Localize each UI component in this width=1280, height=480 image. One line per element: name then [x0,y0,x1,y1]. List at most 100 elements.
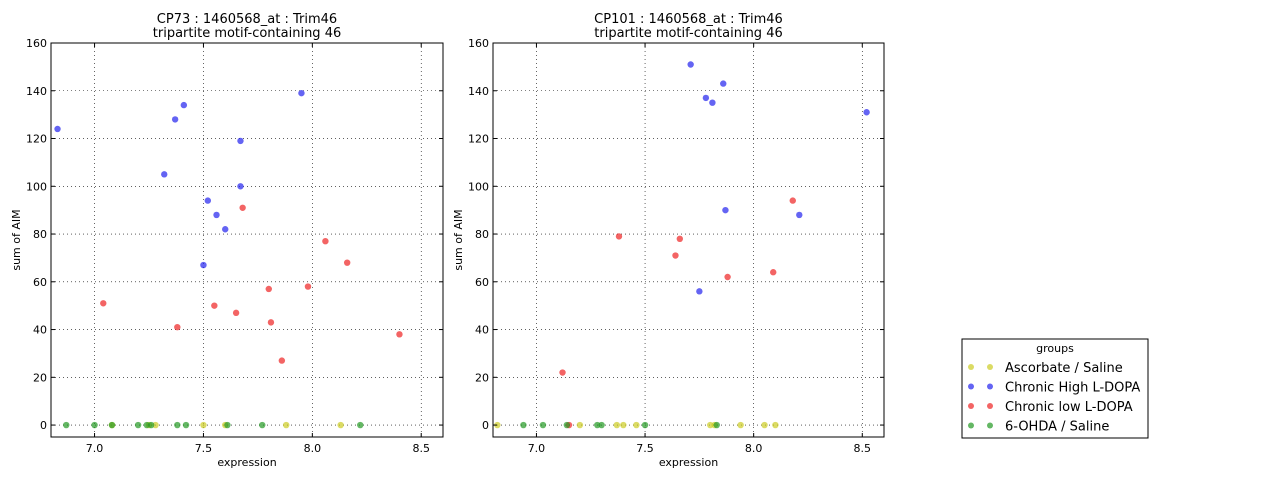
data-point [772,421,779,429]
legend-entry: 6-OHDA / Saline [968,420,1109,435]
data-point [259,421,266,429]
legend-entries: Ascorbate / Saline Chronic High L-DOPA Chr… [968,361,1140,435]
data-point [204,197,211,204]
data-point [213,211,220,219]
data-point [633,421,640,429]
y-tick-label: 120 [468,133,489,146]
legend-marker [987,364,993,370]
legend-entry: Ascorbate / Saline [968,361,1123,376]
x-tick-label: 8.5 [854,442,872,455]
data-point [789,197,796,204]
x-axis-label: expression [659,456,718,469]
y-tick-label: 140 [26,85,47,98]
data-point [737,421,744,429]
y-tick-label: 20 [475,371,489,384]
data-point [222,226,229,233]
data-point [237,137,244,145]
y-tick-label: 40 [475,324,489,337]
x-tick-label: 7.5 [195,442,213,455]
y-tick-label: 80 [475,228,489,241]
data-point [224,421,231,429]
chart-title: CP73 : 1460568_at : Trim46 [157,12,337,27]
data-point [147,421,155,429]
data-point [100,300,107,307]
data-point [796,211,803,219]
data-point [696,288,703,295]
data-point [232,309,240,317]
legend: groups Ascorbate / Saline Chronic High L-… [961,338,1149,439]
y-tick-label: 100 [26,180,47,193]
data-point [54,125,61,133]
data-point [676,235,684,243]
legend-label: Chronic High L-DOPA [1005,381,1140,396]
legend-marker [968,422,974,429]
x-tick-label: 7.0 [86,442,104,455]
data-point [91,421,98,429]
legend-marker [987,383,993,390]
data-point [322,237,329,245]
legend-label: 6-OHDA / Saline [1005,420,1109,435]
x-tick-label: 7.0 [528,442,546,455]
data-point [304,283,312,290]
data-point [171,116,179,123]
y-tick-label: 160 [26,37,47,50]
data-point [237,183,244,190]
legend-marker [968,383,974,390]
data-point [620,421,627,429]
data-point [641,421,649,429]
y-tick-label: 160 [468,37,489,50]
y-tick-label: 60 [475,276,489,289]
y-tick-label: 60 [33,276,47,289]
data-point [863,109,870,116]
data-point [494,421,501,429]
legend-title: groups [1036,342,1074,355]
data-point [174,323,181,331]
data-point [598,421,605,429]
legend-marker [968,403,974,409]
data-point [563,421,571,429]
data-point [239,204,246,211]
legend-marker [968,364,974,370]
data-point [63,421,70,429]
data-point [520,421,527,429]
data-point [761,421,768,429]
chart-2: 7.0 7.5 8.0 8.5 0 20 40 60 80 100 120 140 160 CP101 :… [452,12,885,469]
data-point [396,331,403,338]
legend-frame [961,338,1149,439]
data-point [278,357,286,364]
data-point [134,421,142,429]
data-point [770,269,777,276]
chart-title: CP101 : 1460568_at : Trim46 [594,12,783,27]
data-point [720,80,727,87]
data-point [174,421,181,429]
legend-entry: Chronic low L-DOPA [968,400,1133,415]
legend-marker [987,403,993,409]
chart-subtitle: tripartite motif-containing 46 [153,26,341,41]
data-point [200,421,207,429]
data-point [180,101,188,109]
y-axis-label: sum of AIM [452,209,465,270]
y-axis-label: sum of AIM [10,209,23,270]
x-tick-label: 8.5 [412,442,430,455]
data-point [267,319,275,326]
data-point [161,171,168,178]
data-point [713,421,720,429]
data-point [687,61,694,68]
data-point [559,369,566,376]
data-point [182,421,190,429]
charts: 7.0 7.5 8.0 8.5 0 20 40 60 80 100 120 140 160 CP73 : … [10,12,885,469]
data-point [722,206,729,214]
y-tick-label: 40 [33,324,47,337]
data-point [576,421,584,429]
data-point [211,302,218,309]
data-point [709,99,716,106]
legend-label: Chronic low L-DOPA [1005,400,1133,415]
data-point [702,94,710,102]
y-tick-label: 20 [33,371,47,384]
data-point [283,421,290,429]
x-tick-label: 8.0 [745,442,763,455]
data-point [108,421,116,429]
data-point [724,273,731,281]
data-point [265,285,272,293]
